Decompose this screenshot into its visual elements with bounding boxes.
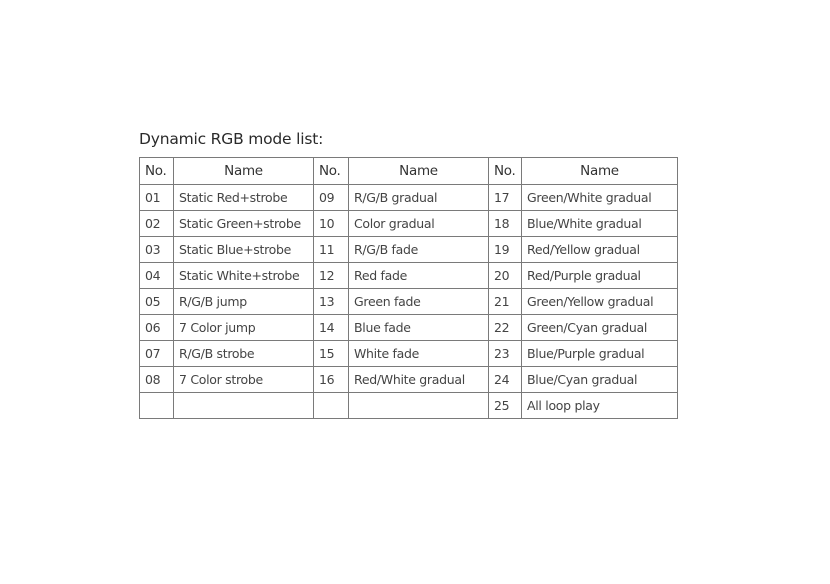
mode-number-cell: 16 — [313, 366, 349, 393]
mode-number-cell: 09 — [313, 184, 349, 211]
mode-name-cell: R/G/B jump — [173, 288, 314, 315]
mode-name-cell: Green fade — [348, 288, 489, 315]
mode-number-cell: 06 — [139, 314, 174, 341]
header-no: No. — [488, 157, 522, 185]
mode-name-cell: Red/Yellow gradual — [521, 236, 678, 263]
mode-number-cell: 02 — [139, 210, 174, 237]
table-row: 04 Static White+strobe 12 Red fade 20 Red/Pur… — [139, 262, 678, 289]
mode-number-cell: 05 — [139, 288, 174, 315]
mode-name-cell — [348, 392, 489, 419]
mode-name-cell: Static Red+strobe — [173, 184, 314, 211]
mode-number-cell: 25 — [488, 392, 522, 419]
mode-number-cell: 07 — [139, 340, 174, 367]
mode-name-cell: R/G/B gradual — [348, 184, 489, 211]
mode-number-cell: 17 — [488, 184, 522, 211]
mode-number-cell: 13 — [313, 288, 349, 315]
table-row: 08 7 Color strobe 16 Red/White gradual 24 Blu… — [139, 366, 678, 393]
table-row: 01 Static Red+strobe 09 R/G/B gradual 17 Gree… — [139, 184, 678, 211]
mode-name-cell: Red fade — [348, 262, 489, 289]
mode-name-cell: Blue fade — [348, 314, 489, 341]
mode-number-cell: 10 — [313, 210, 349, 237]
mode-name-cell: Static White+strobe — [173, 262, 314, 289]
mode-number-cell — [313, 392, 349, 419]
mode-number-cell: 21 — [488, 288, 522, 315]
mode-number-cell: 12 — [313, 262, 349, 289]
mode-number-cell: 14 — [313, 314, 349, 341]
header-no: No. — [313, 157, 349, 185]
mode-number-cell — [139, 392, 174, 419]
mode-name-cell: White fade — [348, 340, 489, 367]
mode-name-cell: Blue/Purple gradual — [521, 340, 678, 367]
mode-name-cell: All loop play — [521, 392, 678, 419]
mode-number-cell: 08 — [139, 366, 174, 393]
mode-name-cell: Green/White gradual — [521, 184, 678, 211]
mode-name-cell: Red/White gradual — [348, 366, 489, 393]
mode-name-cell: Color gradual — [348, 210, 489, 237]
mode-name-cell: Blue/Cyan gradual — [521, 366, 678, 393]
mode-name-cell: Red/Purple gradual — [521, 262, 678, 289]
mode-number-cell: 11 — [313, 236, 349, 263]
mode-name-cell: Green/Cyan gradual — [521, 314, 678, 341]
table-row: 07 R/G/B strobe 15 White fade 23 Blue/Purple … — [139, 340, 678, 367]
mode-number-cell: 23 — [488, 340, 522, 367]
table-row: 25 All loop play — [139, 392, 678, 419]
mode-name-cell — [173, 392, 314, 419]
mode-number-cell: 01 — [139, 184, 174, 211]
header-name: Name — [173, 157, 314, 185]
header-row: No. Name No. Name No. Name — [139, 157, 678, 185]
mode-number-cell: 24 — [488, 366, 522, 393]
mode-name-cell: R/G/B fade — [348, 236, 489, 263]
mode-name-cell: R/G/B strobe — [173, 340, 314, 367]
mode-name-cell: Blue/White gradual — [521, 210, 678, 237]
mode-name-cell: 7 Color jump — [173, 314, 314, 341]
header-name: Name — [348, 157, 489, 185]
mode-name-cell: Static Green+strobe — [173, 210, 314, 237]
mode-name-cell: Green/Yellow gradual — [521, 288, 678, 315]
table-row: 03 Static Blue+strobe 11 R/G/B fade 19 Red/Ye… — [139, 236, 678, 263]
header-no: No. — [139, 157, 174, 185]
mode-number-cell: 22 — [488, 314, 522, 341]
mode-number-cell: 03 — [139, 236, 174, 263]
table-row: 06 7 Color jump 14 Blue fade 22 Green/Cyan gr… — [139, 314, 678, 341]
mode-number-cell: 18 — [488, 210, 522, 237]
mode-name-cell: 7 Color strobe — [173, 366, 314, 393]
header-name: Name — [521, 157, 678, 185]
mode-number-cell: 20 — [488, 262, 522, 289]
mode-number-cell: 15 — [313, 340, 349, 367]
table-row: 02 Static Green+strobe 10 Color gradual 18 Bl… — [139, 210, 678, 237]
mode-number-cell: 19 — [488, 236, 522, 263]
mode-number-cell: 04 — [139, 262, 174, 289]
mode-name-cell: Static Blue+strobe — [173, 236, 314, 263]
table-row: 05 R/G/B jump 13 Green fade 21 Green/Yellow g… — [139, 288, 678, 315]
mode-table: No. Name No. Name No. Name 01 Static Red+strob… — [139, 157, 678, 419]
document-title: Dynamic RGB mode list: — [139, 130, 324, 148]
